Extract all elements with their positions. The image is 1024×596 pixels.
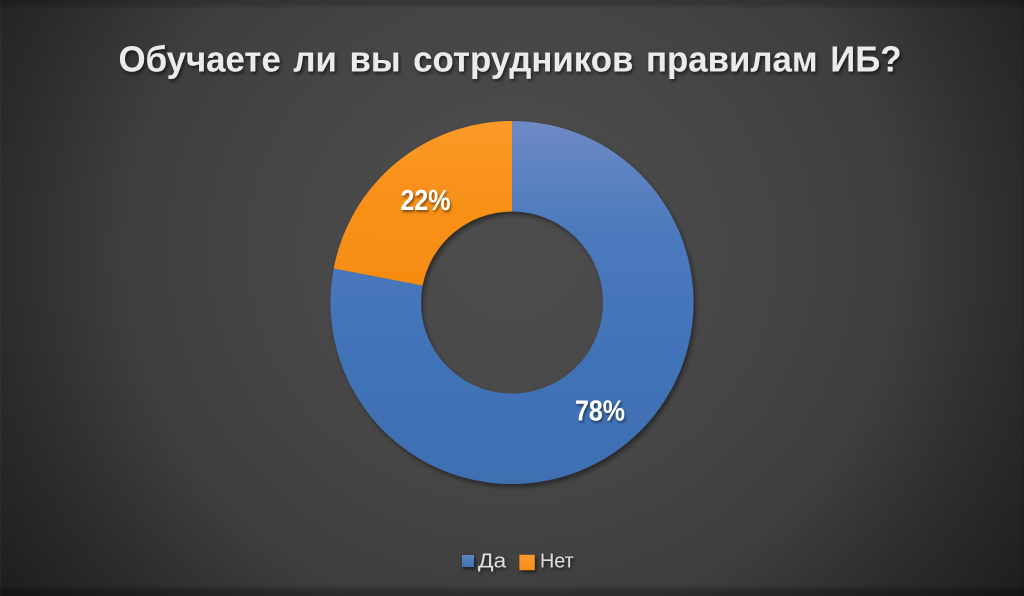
svg-text:78%: 78% <box>575 396 625 428</box>
svg-text:Да: Да <box>478 550 507 572</box>
svg-text:Нет: Нет <box>540 550 574 572</box>
svg-text:22%: 22% <box>401 185 451 217</box>
svg-text:Обучаете ли вы сотрудников пра: Обучаете ли вы сотрудников правилам ИБ? <box>119 39 902 80</box>
